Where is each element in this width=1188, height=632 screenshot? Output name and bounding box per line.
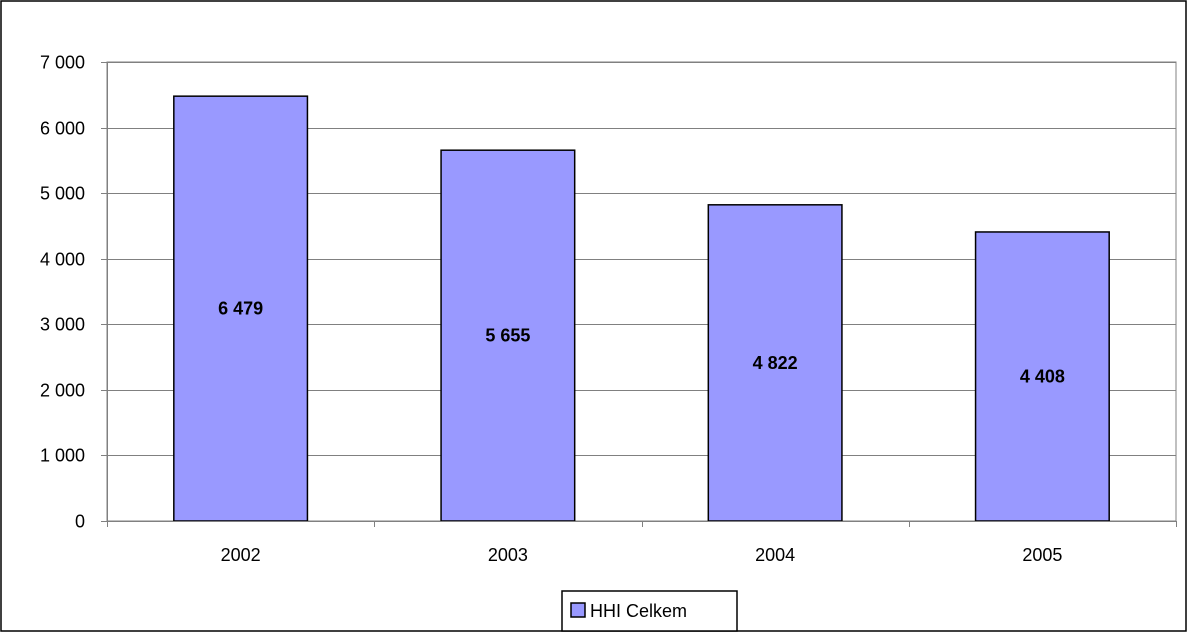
axes xyxy=(101,62,1177,527)
y-tick-label-3: 3 000 xyxy=(40,315,85,335)
legend-swatch xyxy=(570,602,586,618)
data-label-2003: 5 655 xyxy=(485,326,530,346)
legend-label: HHI Celkem xyxy=(590,601,687,621)
legend[interactable]: HHI Celkem xyxy=(561,590,738,632)
x-tick-label-2004: 2004 xyxy=(755,545,795,565)
y-tick-label-2: 2 000 xyxy=(40,381,85,401)
y-tick-label-0: 0 xyxy=(75,512,85,532)
y-tick-label-4: 4 000 xyxy=(40,250,85,270)
data-label-2002: 6 479 xyxy=(218,299,263,319)
bar-2005[interactable] xyxy=(974,231,1110,522)
x-tick-label-2003: 2003 xyxy=(488,545,528,565)
bar-2003[interactable] xyxy=(440,149,576,522)
bar-2004[interactable] xyxy=(707,204,843,522)
y-tick-label-6: 6 000 xyxy=(40,119,85,139)
y-tick-label-7: 7 000 xyxy=(40,53,85,73)
bars xyxy=(173,95,1110,522)
y-tick-label-1: 1 000 xyxy=(40,446,85,466)
labels: 0 1 000 2 000 3 000 4 000 5 000 6 000 7 000 6 47… xyxy=(40,53,1065,566)
bar-2002[interactable] xyxy=(173,95,309,522)
x-tick-label-2005: 2005 xyxy=(1022,545,1062,565)
legend-box xyxy=(561,590,738,632)
y-tick-label-5: 5 000 xyxy=(40,184,85,204)
data-label-2004: 4 822 xyxy=(753,353,798,373)
x-tick-label-2002: 2002 xyxy=(221,545,261,565)
data-label-2005: 4 408 xyxy=(1020,366,1065,386)
